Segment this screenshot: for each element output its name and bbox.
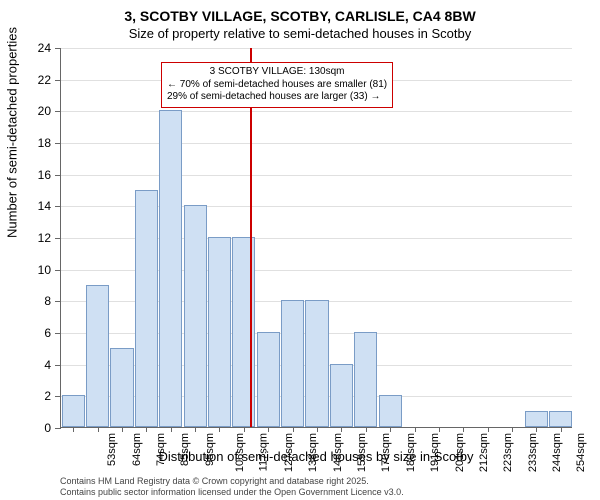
x-tick bbox=[341, 427, 342, 432]
histogram-bar bbox=[86, 285, 109, 428]
x-tick bbox=[536, 427, 537, 432]
x-tick bbox=[463, 427, 464, 432]
y-tick-label: 2 bbox=[44, 389, 51, 403]
annotation-box: 3 SCOTBY VILLAGE: 130sqm← 70% of semi-de… bbox=[161, 62, 393, 108]
x-tick-label: 254sqm bbox=[576, 433, 588, 472]
y-tick bbox=[55, 428, 61, 429]
x-tick bbox=[293, 427, 294, 432]
x-tick bbox=[146, 427, 147, 432]
y-tick-label: 18 bbox=[38, 136, 51, 150]
y-tick bbox=[55, 270, 61, 271]
y-tick bbox=[55, 238, 61, 239]
y-tick bbox=[55, 143, 61, 144]
histogram-bar bbox=[110, 348, 133, 427]
histogram-bar bbox=[549, 411, 572, 427]
gridline bbox=[61, 175, 572, 176]
y-tick-label: 24 bbox=[38, 41, 51, 55]
x-tick bbox=[439, 427, 440, 432]
gridline bbox=[61, 111, 572, 112]
x-tick bbox=[122, 427, 123, 432]
y-tick bbox=[55, 333, 61, 334]
y-axis-label: Number of semi-detached properties bbox=[5, 27, 20, 238]
y-tick bbox=[55, 175, 61, 176]
y-tick-label: 8 bbox=[44, 294, 51, 308]
annotation-line: 3 SCOTBY VILLAGE: 130sqm bbox=[167, 66, 387, 79]
gridline bbox=[61, 48, 572, 49]
x-tick bbox=[561, 427, 562, 432]
plot-area: 02468101214161820222453sqm64sqm74sqm85sq… bbox=[60, 48, 572, 428]
footer-line-1: Contains HM Land Registry data © Crown c… bbox=[60, 476, 404, 487]
x-tick bbox=[415, 427, 416, 432]
property-size-histogram: 3, SCOTBY VILLAGE, SCOTBY, CARLISLE, CA4… bbox=[0, 0, 600, 500]
gridline bbox=[61, 143, 572, 144]
histogram-bar bbox=[330, 364, 353, 427]
annotation-line: ← 70% of semi-detached houses are smalle… bbox=[167, 79, 387, 92]
y-tick bbox=[55, 111, 61, 112]
histogram-bar bbox=[135, 190, 158, 428]
y-tick-label: 6 bbox=[44, 326, 51, 340]
y-tick-label: 0 bbox=[44, 421, 51, 435]
x-tick bbox=[98, 427, 99, 432]
annotation-line: 29% of semi-detached houses are larger (… bbox=[167, 91, 387, 104]
histogram-bar bbox=[354, 332, 377, 427]
x-tick bbox=[73, 427, 74, 432]
x-tick bbox=[171, 427, 172, 432]
x-tick bbox=[512, 427, 513, 432]
chart-title: 3, SCOTBY VILLAGE, SCOTBY, CARLISLE, CA4… bbox=[0, 8, 600, 24]
x-tick bbox=[244, 427, 245, 432]
y-tick bbox=[55, 396, 61, 397]
y-tick-label: 10 bbox=[38, 263, 51, 277]
y-tick bbox=[55, 365, 61, 366]
x-tick bbox=[195, 427, 196, 432]
chart-footer: Contains HM Land Registry data © Crown c… bbox=[60, 476, 404, 498]
y-tick-label: 16 bbox=[38, 168, 51, 182]
y-tick-label: 12 bbox=[38, 231, 51, 245]
histogram-bar bbox=[184, 205, 207, 427]
y-tick bbox=[55, 80, 61, 81]
y-tick bbox=[55, 206, 61, 207]
histogram-bar bbox=[62, 395, 85, 427]
histogram-bar bbox=[208, 237, 231, 427]
x-tick bbox=[390, 427, 391, 432]
x-tick bbox=[268, 427, 269, 432]
y-tick-label: 14 bbox=[38, 199, 51, 213]
y-tick-label: 22 bbox=[38, 73, 51, 87]
histogram-bar bbox=[159, 110, 182, 427]
histogram-bar bbox=[281, 300, 304, 427]
footer-line-2: Contains public sector information licen… bbox=[60, 487, 404, 498]
x-tick bbox=[366, 427, 367, 432]
x-tick bbox=[488, 427, 489, 432]
x-axis-label: Distribution of semi-detached houses by … bbox=[60, 449, 572, 464]
x-tick bbox=[219, 427, 220, 432]
y-tick-label: 20 bbox=[38, 104, 51, 118]
histogram-bar bbox=[379, 395, 402, 427]
histogram-bar bbox=[525, 411, 548, 427]
y-tick bbox=[55, 301, 61, 302]
y-tick bbox=[55, 48, 61, 49]
histogram-bar bbox=[305, 300, 328, 427]
y-tick-label: 4 bbox=[44, 358, 51, 372]
chart-subtitle: Size of property relative to semi-detach… bbox=[0, 26, 600, 41]
x-tick bbox=[317, 427, 318, 432]
histogram-bar bbox=[257, 332, 280, 427]
